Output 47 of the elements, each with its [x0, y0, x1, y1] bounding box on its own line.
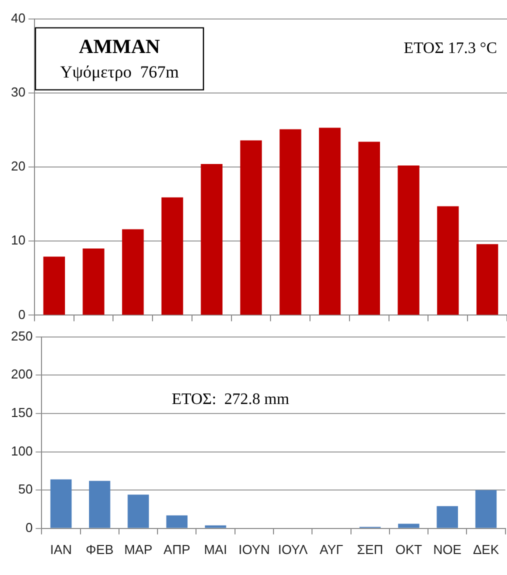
bar: [240, 140, 262, 315]
x-tick-label: ΜΑΙ: [204, 542, 228, 557]
annotation: Υψόμετρο 767m: [60, 62, 179, 82]
bar: [50, 479, 72, 528]
x-tick-label: ΣΕΠ: [357, 542, 384, 557]
x-tick-label: ΜΑΡ: [124, 542, 152, 557]
y-tick-label: 30: [10, 84, 26, 100]
y-tick-label: 40: [10, 10, 26, 26]
bar: [398, 166, 420, 315]
bar: [161, 197, 184, 315]
bar: [204, 525, 226, 528]
x-tick-label: ΔΕΚ: [472, 542, 500, 557]
x-tick-label: ΙΑΝ: [50, 542, 72, 557]
bar: [358, 142, 380, 315]
annotation: ΕΤΟΣ 17.3 °C: [404, 40, 497, 58]
y-tick-label: 0: [18, 306, 26, 322]
x-tick-label: ΑΥΓ: [320, 542, 344, 557]
bar: [166, 515, 188, 528]
annotation: ΕΤΟΣ: 272.8 mm: [172, 391, 290, 408]
bar: [476, 244, 498, 315]
x-tick-label: ΦΕΒ: [86, 542, 114, 557]
bar: [436, 506, 458, 528]
x-tick-label: ΝΟΕ: [433, 542, 462, 557]
bar: [318, 128, 341, 315]
bar: [89, 480, 110, 528]
bar: [475, 490, 497, 528]
y-tick-label: 20: [10, 158, 26, 174]
bar: [398, 524, 420, 528]
y-tick-label: 50: [18, 482, 33, 497]
annotation: AMMAN: [78, 36, 161, 58]
bar: [280, 129, 302, 315]
bar: [200, 164, 222, 315]
x-tick-label: ΙΟΥΝ: [238, 542, 270, 557]
y-tick-label: 100: [10, 443, 33, 458]
y-tick-label: 200: [10, 366, 33, 382]
bar: [437, 206, 459, 315]
x-tick-label: ΑΠΡ: [164, 542, 190, 557]
y-tick-label: 10: [10, 232, 26, 248]
bar: [43, 256, 65, 315]
x-tick-label: ΙΟΥΛ: [278, 542, 308, 557]
x-tick-label: ΟΚΤ: [395, 542, 422, 557]
y-tick-label: 150: [10, 405, 33, 420]
bar: [82, 248, 104, 315]
bar: [128, 494, 149, 528]
bar: [122, 229, 144, 315]
y-tick-label: 250: [10, 328, 33, 344]
y-tick-label: 0: [25, 520, 33, 535]
